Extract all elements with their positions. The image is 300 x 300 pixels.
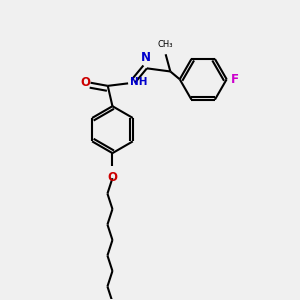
Text: CH₃: CH₃ xyxy=(158,40,173,49)
Text: N: N xyxy=(141,51,151,64)
Text: F: F xyxy=(231,73,239,86)
Text: O: O xyxy=(107,171,118,184)
Text: NH: NH xyxy=(130,77,148,87)
Text: O: O xyxy=(80,76,91,88)
